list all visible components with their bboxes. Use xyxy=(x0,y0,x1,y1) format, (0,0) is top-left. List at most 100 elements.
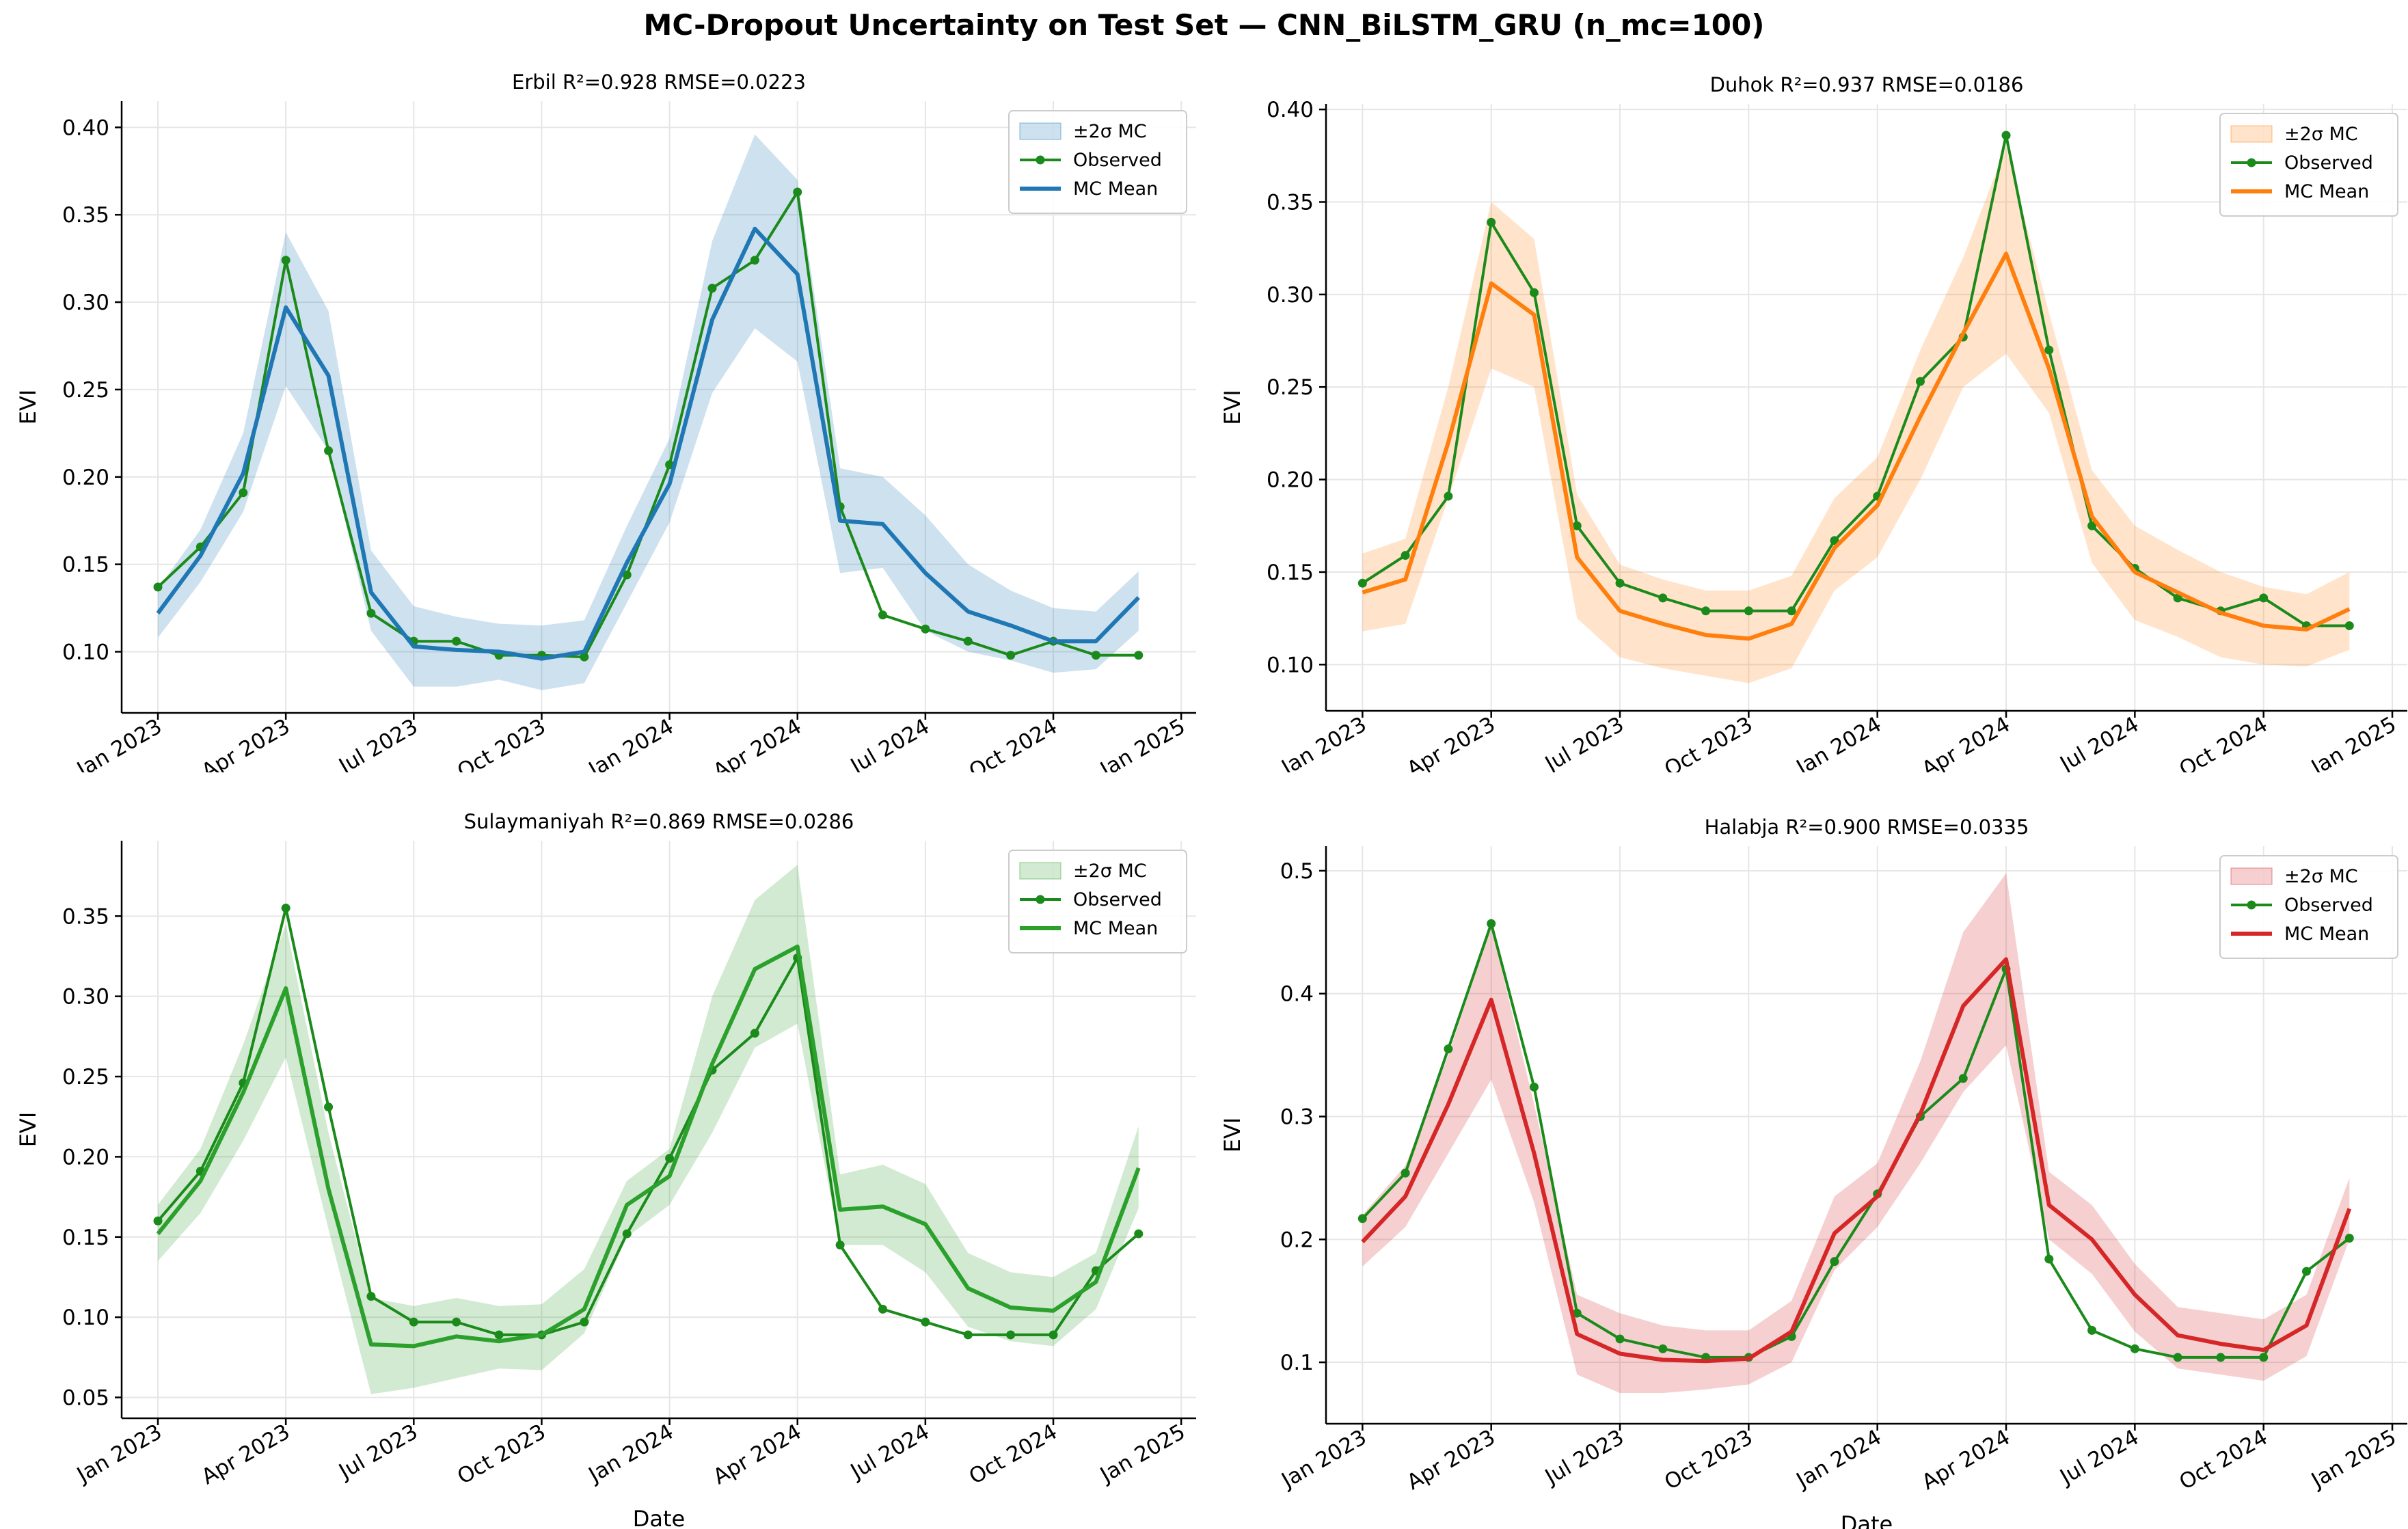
observed-point xyxy=(1658,593,1668,603)
legend-label-band: ±2σ MC xyxy=(1073,121,1147,142)
observed-point xyxy=(494,1330,504,1340)
x-axis-label: Date xyxy=(633,1506,685,1529)
observed-point xyxy=(366,608,376,618)
observed-point xyxy=(2173,1353,2182,1362)
legend-swatch-observed-marker xyxy=(1036,895,1045,904)
observed-point xyxy=(2173,593,2182,603)
uncertainty-band xyxy=(1362,146,2350,684)
y-tick-label: 0.35 xyxy=(62,904,109,929)
observed-point xyxy=(1487,217,1496,227)
x-tick-label: Jan 2023 xyxy=(1276,712,1370,772)
legend-label-band: ±2σ MC xyxy=(2284,124,2358,145)
y-tick-label: 0.35 xyxy=(1267,190,1314,215)
chart-halabja: Halabja R²=0.900 RMSE=0.0335 0.1 0.2 0.3 0.4… xyxy=(1219,815,2407,1529)
legend-label-observed: Observed xyxy=(2284,895,2373,916)
observed-point xyxy=(1744,606,1753,616)
panel-halabja: Halabja R²=0.900 RMSE=0.0335 0.1 0.2 0.3 0.4… xyxy=(1204,793,2408,1529)
panel-erbil: Erbil R²=0.928 RMSE=0.0223 0.10 0.15 0.20 0.… xyxy=(0,55,1204,772)
legend-swatch-band xyxy=(1019,862,1061,880)
y-tick-label: 0.05 xyxy=(62,1385,109,1410)
observed-point xyxy=(1529,288,1539,297)
observed-point xyxy=(1830,1257,1839,1267)
observed-point xyxy=(2259,593,2269,603)
x-tick-label: Jan 2024 xyxy=(1791,712,1886,772)
x-tick-label: Oct 2023 xyxy=(1660,712,1757,772)
observed-point xyxy=(366,1292,376,1301)
observed-point xyxy=(835,1241,845,1249)
x-tick-label: Jan 2024 xyxy=(584,714,678,772)
y-axis-label: EVI xyxy=(15,1112,41,1148)
observed-point xyxy=(1444,1044,1453,1054)
observed-point xyxy=(580,1317,589,1327)
x-tick-label: Jul 2023 xyxy=(334,1420,422,1485)
x-tick-label: Jan 2025 xyxy=(1095,714,1189,772)
x-tick-label: Apr 2024 xyxy=(709,714,805,772)
chart-erbil: Erbil R²=0.928 RMSE=0.0223 0.10 0.15 0.20 0.… xyxy=(15,70,1196,772)
observed-point xyxy=(452,1317,461,1327)
observed-point xyxy=(2001,131,2011,140)
observed-point xyxy=(1134,1229,1144,1239)
mc-mean-line xyxy=(156,226,1140,661)
observed-point xyxy=(153,1216,163,1226)
subplot-title: Duhok R²=0.937 RMSE=0.0186 xyxy=(1710,73,2024,96)
legend-swatch-observed-marker xyxy=(2247,900,2256,910)
legend-label-band: ±2σ MC xyxy=(2284,866,2358,887)
legend-label-mc-mean: MC Mean xyxy=(2284,181,2369,202)
x-tick-label: Jul 2024 xyxy=(2055,1425,2143,1490)
observed-point xyxy=(1049,1330,1058,1340)
y-tick-label: 0.15 xyxy=(1267,560,1314,585)
uncertainty-band xyxy=(158,865,1139,1394)
legend-swatch-observed-marker xyxy=(1036,155,1045,165)
y-tick-label: 0.20 xyxy=(62,1145,109,1169)
observed-point xyxy=(1357,578,1367,588)
observed-point xyxy=(921,1317,930,1327)
x-tick-label: Apr 2024 xyxy=(1918,1425,2014,1495)
observed-point xyxy=(1787,606,1796,616)
chart-sulaymaniyah: Sulaymaniyah R²=0.869 RMSE=0.0286 0.05 0.1… xyxy=(15,810,1196,1529)
legend-label-mc-mean: MC Mean xyxy=(1073,178,1158,200)
x-tick-label: Apr 2023 xyxy=(198,714,294,772)
subplot-title: Sulaymaniyah R²=0.869 RMSE=0.0286 xyxy=(464,810,854,833)
y-tick-label: 0.20 xyxy=(62,465,109,490)
observed-point xyxy=(580,652,589,662)
x-tick-label: Apr 2023 xyxy=(1403,712,1499,772)
observed-point xyxy=(921,624,930,634)
legend-label-observed: Observed xyxy=(1073,889,1162,910)
observed-point xyxy=(1572,521,1582,530)
observed-point xyxy=(2344,621,2354,630)
y-tick-label: 0.30 xyxy=(1267,283,1314,308)
observed-point xyxy=(2044,1254,2054,1264)
observed-point xyxy=(1572,1308,1582,1318)
legend-label-observed: Observed xyxy=(2284,152,2373,174)
x-tick-label: Jul 2023 xyxy=(1540,1425,1628,1490)
observed-point xyxy=(622,570,632,580)
observed-line xyxy=(157,908,1140,1336)
y-tick-label: 0.3 xyxy=(1280,1105,1314,1130)
mc-mean-line xyxy=(156,944,1141,1349)
observed-point xyxy=(878,1304,887,1314)
observed-point xyxy=(2087,1325,2097,1335)
x-tick-label: Oct 2023 xyxy=(453,1420,550,1489)
x-tick-label: Jan 2023 xyxy=(1276,1425,1370,1493)
observed-point xyxy=(1401,551,1410,560)
mc-mean-line xyxy=(1362,252,2351,641)
observed-point xyxy=(2130,1344,2139,1353)
panel-duhok: Duhok R²=0.937 RMSE=0.0186 0.10 0.15 0.20 0.… xyxy=(1204,55,2408,772)
observed-point xyxy=(1658,1344,1668,1353)
observed-point xyxy=(1615,1334,1625,1344)
observed-point xyxy=(409,1317,418,1327)
x-tick-label: Oct 2024 xyxy=(965,714,1061,772)
legend-label-band: ±2σ MC xyxy=(1073,861,1147,882)
observed-point xyxy=(707,284,717,293)
x-tick-label: Jan 2024 xyxy=(584,1420,678,1488)
observed-point xyxy=(1830,536,1839,545)
y-tick-label: 0.2 xyxy=(1280,1228,1314,1252)
observed-point xyxy=(1444,491,1453,501)
observed-point xyxy=(750,256,759,265)
y-axis-label: EVI xyxy=(15,390,41,425)
y-tick-label: 0.25 xyxy=(1267,375,1314,400)
x-tick-label: Apr 2024 xyxy=(709,1420,805,1489)
observed-point xyxy=(963,1330,973,1340)
observed-point xyxy=(622,1229,632,1239)
legend-swatch-band xyxy=(1019,122,1061,140)
